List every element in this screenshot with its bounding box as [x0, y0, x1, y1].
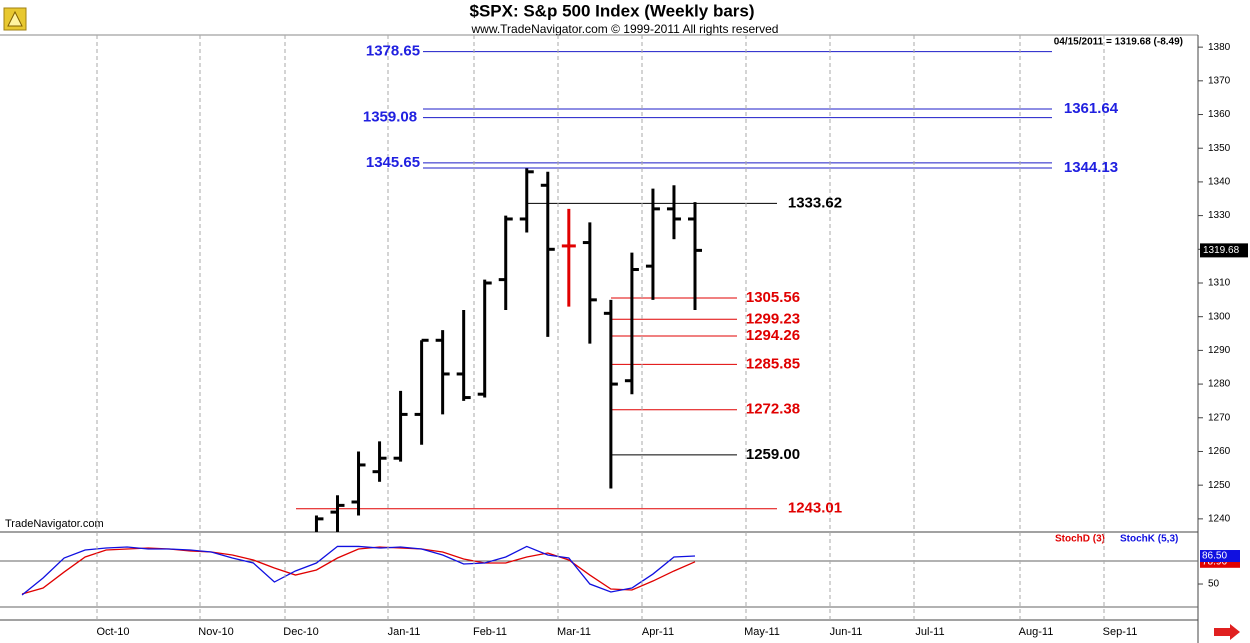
x-tick-label: Sep-11: [1103, 626, 1138, 638]
y-tick-label: 1280: [1208, 379, 1231, 390]
y-tick-label: 1370: [1208, 75, 1231, 86]
x-tick-label: Jun-11: [830, 626, 863, 638]
y-tick-label: 1290: [1208, 345, 1231, 356]
y-tick-label: 1310: [1208, 278, 1231, 289]
y-tick-label: 1330: [1208, 210, 1231, 221]
level-label: 1294.26: [746, 327, 800, 344]
stoch-line: [21, 546, 696, 595]
x-tick-label: Feb-11: [473, 626, 507, 638]
x-tick-label: Oct-10: [96, 626, 129, 638]
y-tick-label: 1260: [1208, 446, 1231, 457]
last-value-tag: [1200, 550, 1240, 563]
x-tick-label: May-11: [744, 626, 780, 638]
last-value-label: 86.50: [1202, 551, 1227, 562]
y-tick-label: 1350: [1208, 143, 1231, 154]
price-panel: [296, 51, 1052, 532]
level-label: 1378.65: [366, 43, 420, 60]
y-tick-label: 50: [1208, 579, 1220, 590]
x-tick-label: Mar-11: [557, 626, 591, 638]
level-label: 1285.85: [746, 355, 800, 372]
x-tick-label: Nov-10: [198, 626, 233, 638]
x-tick-label: Dec-10: [283, 626, 318, 638]
level-label: 1359.08: [363, 109, 417, 126]
chart-subtitle: www.TradeNavigator.com © 1999-2011 All r…: [471, 22, 779, 36]
legend-entry: StochK (5,3): [1120, 534, 1178, 545]
y-tick-label: 1380: [1208, 42, 1231, 53]
level-label: 1259.00: [746, 446, 800, 463]
last-price-tag: [1200, 243, 1248, 258]
header-note: 04/15/2011 = 1319.68 (-8.49): [1054, 37, 1183, 48]
y-tick-label: 1340: [1208, 177, 1231, 188]
logo: [3, 7, 27, 31]
x-tick-label: Jan-11: [388, 626, 421, 638]
level-label: 1361.64: [1064, 100, 1119, 117]
level-label: 1333.62: [788, 194, 842, 211]
x-tick-label: Jul-11: [915, 626, 944, 638]
level-label: 1299.23: [746, 310, 800, 327]
x-tick-label: Aug-11: [1019, 626, 1054, 638]
stoch-line: [21, 545, 696, 596]
level-label: 1345.65: [366, 154, 420, 171]
y-tick-label: 1270: [1208, 412, 1231, 423]
y-tick-label: 1360: [1208, 109, 1231, 120]
chart-title: $SPX: S&p 500 Index (Weekly bars): [469, 1, 754, 20]
y-tick-label: 1240: [1208, 513, 1231, 524]
level-label: 1243.01: [788, 500, 842, 517]
level-label: 1344.13: [1064, 159, 1118, 176]
axes: Oct-10 Nov-10 Dec-10 Jan-11 Feb-11 Mar-11 Apr-…: [96, 35, 1248, 638]
level-label: 1272.38: [746, 401, 800, 418]
last-price-label: 1319.68: [1203, 245, 1240, 256]
y-tick-label: 1250: [1208, 480, 1231, 491]
legend-entry: StochD (3): [1055, 534, 1105, 545]
level-label: 1305.56: [746, 289, 800, 306]
y-tick-label: 1300: [1208, 311, 1231, 322]
scroll-arrow[interactable]: [1214, 624, 1240, 640]
watermark: TradeNavigator.com: [5, 518, 104, 530]
x-tick-label: Apr-11: [642, 626, 674, 638]
